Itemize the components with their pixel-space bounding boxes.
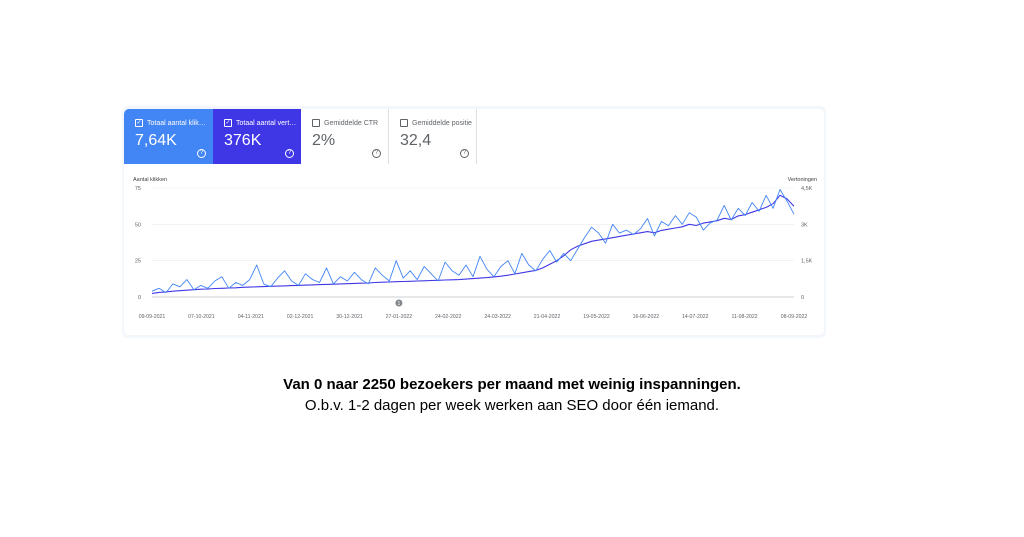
right-axis-label: Vertoningen: [788, 177, 817, 183]
x-tick-label: 08-09-2022: [781, 314, 808, 320]
x-tick-label: 09-09-2021: [139, 314, 166, 320]
check-icon[interactable]: ✓: [135, 119, 143, 127]
annotation-marker-icon[interactable]: 1: [395, 299, 403, 308]
performance-chart: Aantal klikken Vertoningen 0 25 50 75 0 1,5K…: [133, 177, 817, 320]
metric-card-header: ✓ Totaal aantal vert…: [224, 119, 301, 127]
x-tick-label: 16-06-2022: [633, 314, 660, 320]
metric-cards: ✓ Totaal aantal klik… 7,64K ? ✓ Totaal a…: [124, 109, 477, 164]
x-tick-label: 02-12-2021: [287, 314, 314, 320]
x-tick-label: 24-03-2022: [484, 314, 511, 320]
x-tick-label: 14-07-2022: [682, 314, 709, 320]
x-tick-label: 04-11-2021: [238, 314, 264, 320]
x-tick-label: 07-10-2021: [188, 314, 215, 320]
metric-value: 2%: [312, 132, 336, 149]
x-tick-label: 27-01-2022: [386, 314, 413, 320]
caption-headline: Van 0 naar 2250 bezoekers per maand met …: [283, 376, 741, 393]
right-tick-label: 0: [801, 295, 804, 301]
left-tick-label: 50: [135, 222, 141, 228]
metric-card-impressions[interactable]: ✓ Totaal aantal vert… 376K ?: [213, 109, 301, 164]
metric-card-header: Gemiddelde positie: [400, 119, 476, 127]
checkbox-empty-icon[interactable]: [312, 119, 320, 127]
metric-card-position[interactable]: Gemiddelde positie 32,4 ?: [389, 109, 477, 164]
caption-subtitle: O.b.v. 1-2 dagen per week werken aan SEO…: [304, 397, 720, 414]
right-tick-label: 3K: [801, 222, 808, 228]
checkbox-empty-icon[interactable]: [400, 119, 408, 127]
x-tick-label: 30-12-2021: [336, 314, 363, 320]
question-circle-icon[interactable]: ?: [460, 149, 469, 158]
metric-value: 32,4: [400, 132, 432, 149]
metric-value: 376K: [224, 132, 262, 149]
performance-card: ✓ Totaal aantal klik… 7,64K ? ✓ Totaal a…: [124, 109, 824, 335]
left-tick-label: 25: [135, 259, 141, 265]
x-tick-label: 19-05-2022: [583, 314, 610, 320]
metric-value: 7,64K: [135, 132, 177, 149]
annotation-marker-label: 1: [398, 301, 401, 307]
question-circle-icon[interactable]: ?: [197, 149, 206, 158]
left-tick-label: 0: [138, 295, 141, 301]
metric-label: Totaal aantal klik…: [147, 119, 206, 127]
metric-card-clicks[interactable]: ✓ Totaal aantal klik… 7,64K ?: [124, 109, 213, 164]
clicks-series-line: [151, 189, 795, 294]
metric-card-header: Gemiddelde CTR: [312, 119, 388, 127]
left-axis-label: Aantal klikken: [133, 177, 167, 183]
right-tick-label: 4,5K: [801, 186, 813, 192]
left-tick-label: 75: [135, 186, 141, 192]
impressions-series-line: [151, 194, 795, 294]
question-circle-icon[interactable]: ?: [285, 149, 294, 158]
x-tick-label: 11-08-2022: [732, 314, 758, 320]
metric-label: Gemiddelde CTR: [324, 119, 379, 127]
x-tick-label: 21-04-2022: [534, 314, 561, 320]
right-tick-label: 1,5K: [801, 259, 813, 265]
metric-card-header: ✓ Totaal aantal klik…: [135, 119, 213, 127]
metric-label: Totaal aantal vert…: [236, 119, 297, 127]
metric-label: Gemiddelde positie: [412, 119, 472, 127]
x-tick-label: 24-02-2022: [435, 314, 462, 320]
search-performance-panel: ✓ Totaal aantal klik… 7,64K ? ✓ Totaal a…: [122, 106, 826, 338]
question-circle-icon[interactable]: ?: [372, 149, 381, 158]
metric-card-ctr[interactable]: Gemiddelde CTR 2% ?: [301, 109, 389, 164]
check-icon[interactable]: ✓: [224, 119, 232, 127]
